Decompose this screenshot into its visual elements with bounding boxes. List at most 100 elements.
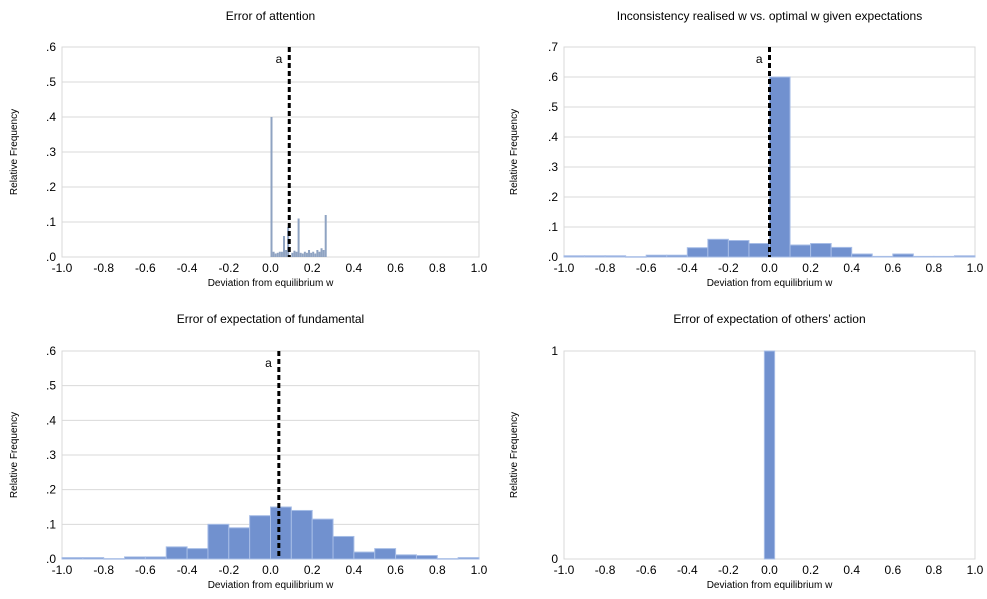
- histogram-bar: [207, 523, 230, 560]
- histogram-bar: [295, 251, 298, 257]
- histogram-bar: [436, 558, 459, 560]
- histogram-bar: [830, 246, 853, 258]
- x-tick-label: -1.0: [52, 563, 73, 577]
- x-tick-label: -0.6: [135, 261, 156, 275]
- y-tick-label: .6: [46, 40, 56, 54]
- x-tick-label: -0.2: [718, 563, 739, 577]
- histogram-bar: [274, 253, 277, 257]
- histogram-bar: [285, 250, 288, 257]
- x-tick-label: -0.4: [177, 563, 198, 577]
- histogram-bar: [318, 251, 321, 257]
- x-axis-label: Deviation from equilibrium w: [208, 278, 334, 289]
- histogram-bar: [686, 247, 709, 258]
- histogram-bar: [290, 509, 313, 560]
- histogram-bar: [789, 244, 812, 258]
- y-tick-label: .7: [548, 40, 558, 54]
- chart-title: Error of expectation of fundamental: [177, 312, 364, 326]
- x-tick-label: 0.4: [843, 261, 860, 275]
- y-tick-label: .3: [548, 160, 558, 174]
- y-tick-label: .4: [46, 413, 56, 427]
- histogram-bar: [299, 252, 302, 257]
- histogram-bar: [316, 250, 319, 257]
- histogram-bar: [374, 548, 397, 560]
- x-tick-label: -0.8: [93, 261, 114, 275]
- x-axis-label: Deviation from equilibrium w: [707, 278, 833, 289]
- histogram-bar: [748, 243, 771, 258]
- x-tick-label: 0.6: [884, 563, 901, 577]
- histogram-bar: [124, 556, 146, 560]
- histogram-bar: [310, 252, 313, 257]
- y-axis-label: Relative Frequency: [509, 109, 520, 195]
- histogram-bar: [228, 527, 251, 560]
- histogram-bar: [61, 557, 84, 560]
- histogram-bar: [291, 252, 294, 257]
- histogram-bar: [280, 251, 283, 257]
- x-tick-label: -0.8: [595, 563, 616, 577]
- x-tick-label: 1.0: [471, 261, 488, 275]
- histogram-bar: [707, 238, 729, 258]
- histogram-bar: [645, 254, 668, 258]
- histogram-bar: [165, 546, 188, 560]
- histogram-bar: [297, 218, 300, 257]
- x-tick-label: 0.6: [884, 261, 901, 275]
- chart-panel-2: Inconsistency realised w vs. optimal w g…: [509, 9, 984, 289]
- marker-label: a: [265, 356, 272, 370]
- x-tick-label: 0.0: [262, 563, 279, 577]
- x-tick-label: -0.4: [677, 261, 698, 275]
- x-tick-label: 0.8: [926, 261, 943, 275]
- x-axis-label: Deviation from equilibrium w: [707, 580, 833, 591]
- histogram-bar: [305, 252, 308, 257]
- y-tick-label: .6: [548, 70, 558, 84]
- histogram-bar: [933, 255, 955, 258]
- histogram-bar: [871, 255, 894, 258]
- y-tick-label: .0: [548, 250, 558, 264]
- y-tick-label: 1: [551, 344, 558, 358]
- histogram-bar: [395, 554, 417, 560]
- histogram-bar: [324, 215, 327, 257]
- y-tick-label: .6: [46, 344, 56, 358]
- histogram-bar: [314, 253, 317, 257]
- x-tick-label: -0.6: [636, 261, 657, 275]
- histogram-bar: [953, 255, 976, 258]
- x-tick-label: 1.0: [967, 563, 984, 577]
- x-tick-label: 0.8: [429, 261, 446, 275]
- x-tick-label: 0.8: [429, 563, 446, 577]
- chart-panel-4: Error of expectation of others’ action 0 1…: [509, 312, 984, 591]
- histogram-bar: [278, 251, 281, 257]
- histogram-bar: [563, 255, 586, 258]
- histogram-bar: [457, 557, 480, 560]
- histogram-bar: [912, 255, 935, 258]
- histogram-bar: [312, 251, 315, 257]
- x-axis-label: Deviation from equilibrium w: [208, 580, 334, 591]
- y-tick-label: .3: [46, 448, 56, 462]
- x-tick-label: 0.4: [843, 563, 860, 577]
- x-tick-label: -1.0: [52, 261, 73, 275]
- chart-panel-3: Error of expectation of fundamental .0 .1.…: [9, 312, 488, 591]
- chart-title: Inconsistency realised w vs. optimal w g…: [617, 9, 922, 23]
- x-tick-label: 0.8: [926, 563, 943, 577]
- x-tick-label: -0.2: [218, 261, 239, 275]
- y-tick-label: .5: [46, 75, 56, 89]
- histogram-bar: [103, 558, 126, 560]
- x-tick-label: -0.8: [93, 563, 114, 577]
- chart-title: Error of expectation of others’ action: [673, 312, 865, 326]
- x-tick-label: 0.2: [802, 563, 819, 577]
- x-tick-label: 0.2: [304, 261, 321, 275]
- y-tick-label: .2: [548, 190, 558, 204]
- histogram-bar: [283, 236, 286, 257]
- histogram-bar: [727, 240, 750, 258]
- histogram-bar: [353, 551, 376, 560]
- histogram-bar: [320, 248, 323, 257]
- y-axis-label: Relative Frequency: [9, 412, 20, 498]
- y-tick-label: .1: [46, 517, 56, 531]
- x-tick-label: 0.4: [346, 563, 363, 577]
- histogram-bar: [584, 255, 606, 258]
- y-tick-label: .2: [46, 180, 56, 194]
- histogram-bar: [851, 253, 873, 258]
- x-tick-label: -0.8: [595, 261, 616, 275]
- x-tick-label: -0.2: [718, 261, 739, 275]
- y-tick-label: .1: [548, 220, 558, 234]
- y-tick-label: .4: [46, 110, 56, 124]
- histogram-bar: [144, 556, 167, 560]
